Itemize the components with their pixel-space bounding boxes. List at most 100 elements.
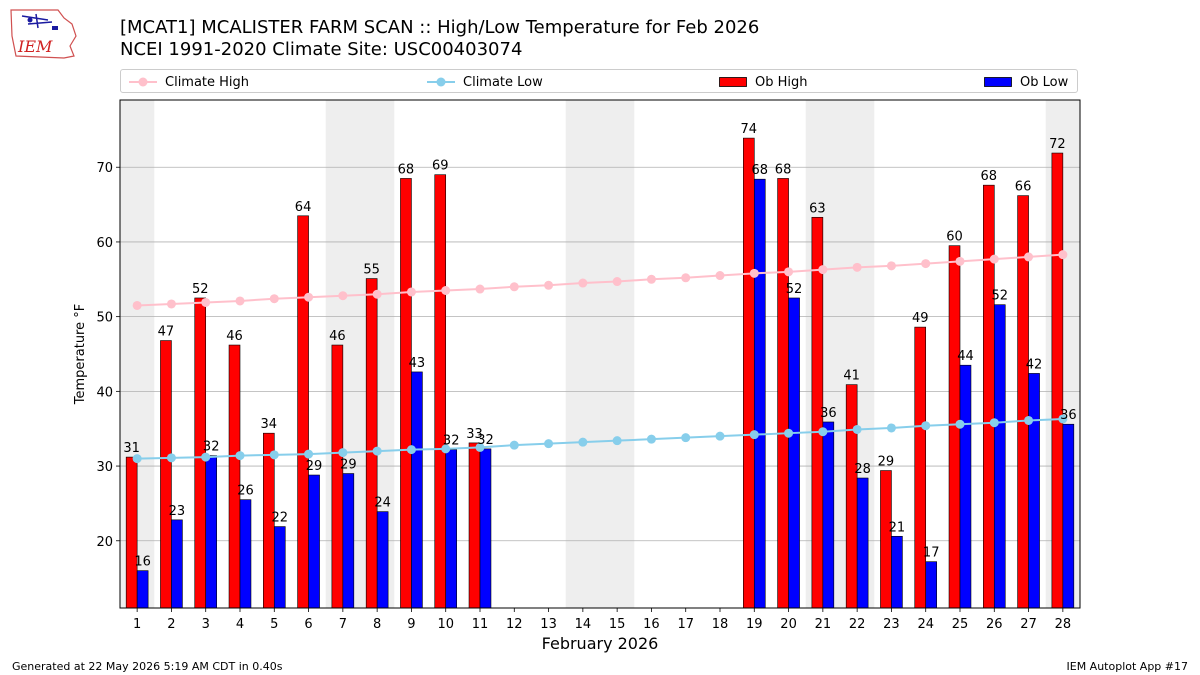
ob-high-label: 69 — [432, 159, 449, 174]
x-tick-label: 2 — [167, 617, 175, 632]
ob-low-label: 52 — [786, 282, 803, 297]
ob-high-label: 33 — [466, 427, 483, 442]
climate-low-point — [475, 442, 485, 452]
x-tick-label: 8 — [373, 617, 381, 632]
footer-app: IEM Autoplot App #17 — [1066, 660, 1189, 673]
y-tick-label: 30 — [96, 460, 113, 475]
climate-low-point — [132, 454, 142, 464]
x-tick-label: 16 — [643, 617, 660, 632]
ob-low-label: 32 — [477, 433, 494, 448]
ob-low-bar — [342, 473, 355, 609]
climate-low-point — [886, 423, 896, 433]
legend-item-ob-low: Ob Low — [984, 73, 1068, 91]
x-tick-label: 17 — [677, 617, 694, 632]
ob-low-bar — [239, 499, 252, 609]
climate-low-point — [269, 450, 279, 460]
climate-high-point — [475, 284, 485, 294]
ob-low-label: 32 — [203, 440, 220, 455]
ob-low-label: 16 — [134, 555, 151, 570]
ob-low-label: 21 — [889, 520, 906, 535]
x-tick-label: 1 — [133, 617, 141, 632]
climate-high-point — [166, 299, 176, 309]
climate-low-point — [612, 436, 622, 446]
ob-high-bar — [743, 137, 755, 609]
ob-low-label: 28 — [854, 462, 871, 477]
climate-high-point — [852, 262, 862, 272]
climate-low-point — [304, 449, 314, 459]
ob-low-bar — [273, 526, 286, 609]
ob-low-label: 22 — [271, 511, 288, 526]
climate-high-point — [406, 287, 416, 297]
ob-high-label: 68 — [981, 169, 998, 184]
ob-high-label: 74 — [741, 122, 758, 137]
y-tick-label: 40 — [96, 385, 113, 400]
ob-high-bar — [125, 456, 138, 609]
ob-low-label: 23 — [169, 504, 186, 519]
climate-low-point — [681, 433, 691, 443]
climate-high-point — [715, 271, 725, 281]
ob-low-bar — [891, 535, 903, 609]
ob-low-label: 24 — [374, 496, 391, 511]
climate-low-point — [749, 430, 759, 440]
ob-high-label: 52 — [192, 282, 209, 297]
climate-high-point — [132, 300, 142, 310]
chart-subtitle: NCEI 1991-2020 Climate Site: USC00403074 — [120, 39, 523, 60]
ob-high-bar — [365, 278, 378, 609]
climate-low-point — [372, 446, 382, 456]
ob-low-label: 29 — [306, 459, 323, 474]
x-tick-label: 18 — [712, 617, 729, 632]
ob-high-bar — [434, 174, 447, 609]
climate-high-point — [441, 286, 451, 295]
x-axis-label: February 2026 — [542, 634, 659, 653]
climate-high-point — [681, 273, 691, 283]
ob-low-label: 26 — [237, 484, 254, 499]
ob-low-bar — [753, 178, 766, 609]
ob-high-label: 29 — [878, 455, 895, 470]
ob-high-bar — [160, 340, 172, 609]
x-tick-label: 28 — [1055, 617, 1072, 632]
x-tick-label: 27 — [1020, 617, 1037, 632]
ob-high-label: 72 — [1049, 137, 1066, 152]
y-axis-label: Temperature °F — [73, 304, 88, 405]
x-tick-label: 25 — [952, 617, 969, 632]
ob-low-label: 36 — [820, 406, 837, 421]
ob-low-label: 36 — [1060, 408, 1077, 423]
x-tick-label: 11 — [472, 617, 489, 632]
ob-low-bar — [856, 477, 869, 609]
climate-high-point — [955, 256, 965, 266]
x-tick-label: 5 — [270, 617, 278, 632]
climate-high-point — [509, 282, 519, 292]
legend-item-ob-high: Ob High — [719, 73, 808, 91]
svg-text:IEM: IEM — [17, 37, 53, 56]
legend-label: Ob High — [755, 74, 808, 90]
climate-low-point — [989, 418, 999, 428]
ob-high-label: 41 — [843, 369, 860, 384]
climate-low-point — [852, 424, 862, 434]
climate-low-point — [1058, 414, 1068, 424]
ob-low-bar — [993, 304, 1006, 609]
ob-high-label: 34 — [261, 417, 278, 432]
climate-low-point — [646, 434, 656, 444]
legend-item-climate-low: Climate Low — [427, 73, 543, 91]
ob-high-bar — [845, 384, 858, 609]
ob-high-label: 63 — [809, 201, 826, 216]
x-tick-label: 4 — [236, 617, 244, 632]
ob-high-label: 46 — [226, 329, 243, 344]
plot-frame — [119, 99, 1081, 609]
x-tick-label: 3 — [202, 617, 210, 632]
climate-high-point — [784, 267, 794, 277]
ob-low-bar — [1028, 373, 1040, 609]
x-tick-label: 20 — [780, 617, 797, 632]
ob-low-swatch — [984, 77, 1012, 87]
ob-low-bar — [205, 455, 217, 609]
climate-low-point — [955, 419, 965, 429]
climate-high-point — [818, 265, 828, 275]
ob-low-bar — [788, 297, 800, 609]
climate-high-point — [612, 277, 622, 287]
ob-low-bar — [376, 511, 389, 609]
climate-low-swatch — [427, 77, 455, 87]
climate-high-point — [304, 292, 314, 302]
x-tick-label: 14 — [575, 617, 592, 632]
climate-low-point — [441, 444, 451, 454]
ob-high-label: 49 — [912, 311, 929, 326]
